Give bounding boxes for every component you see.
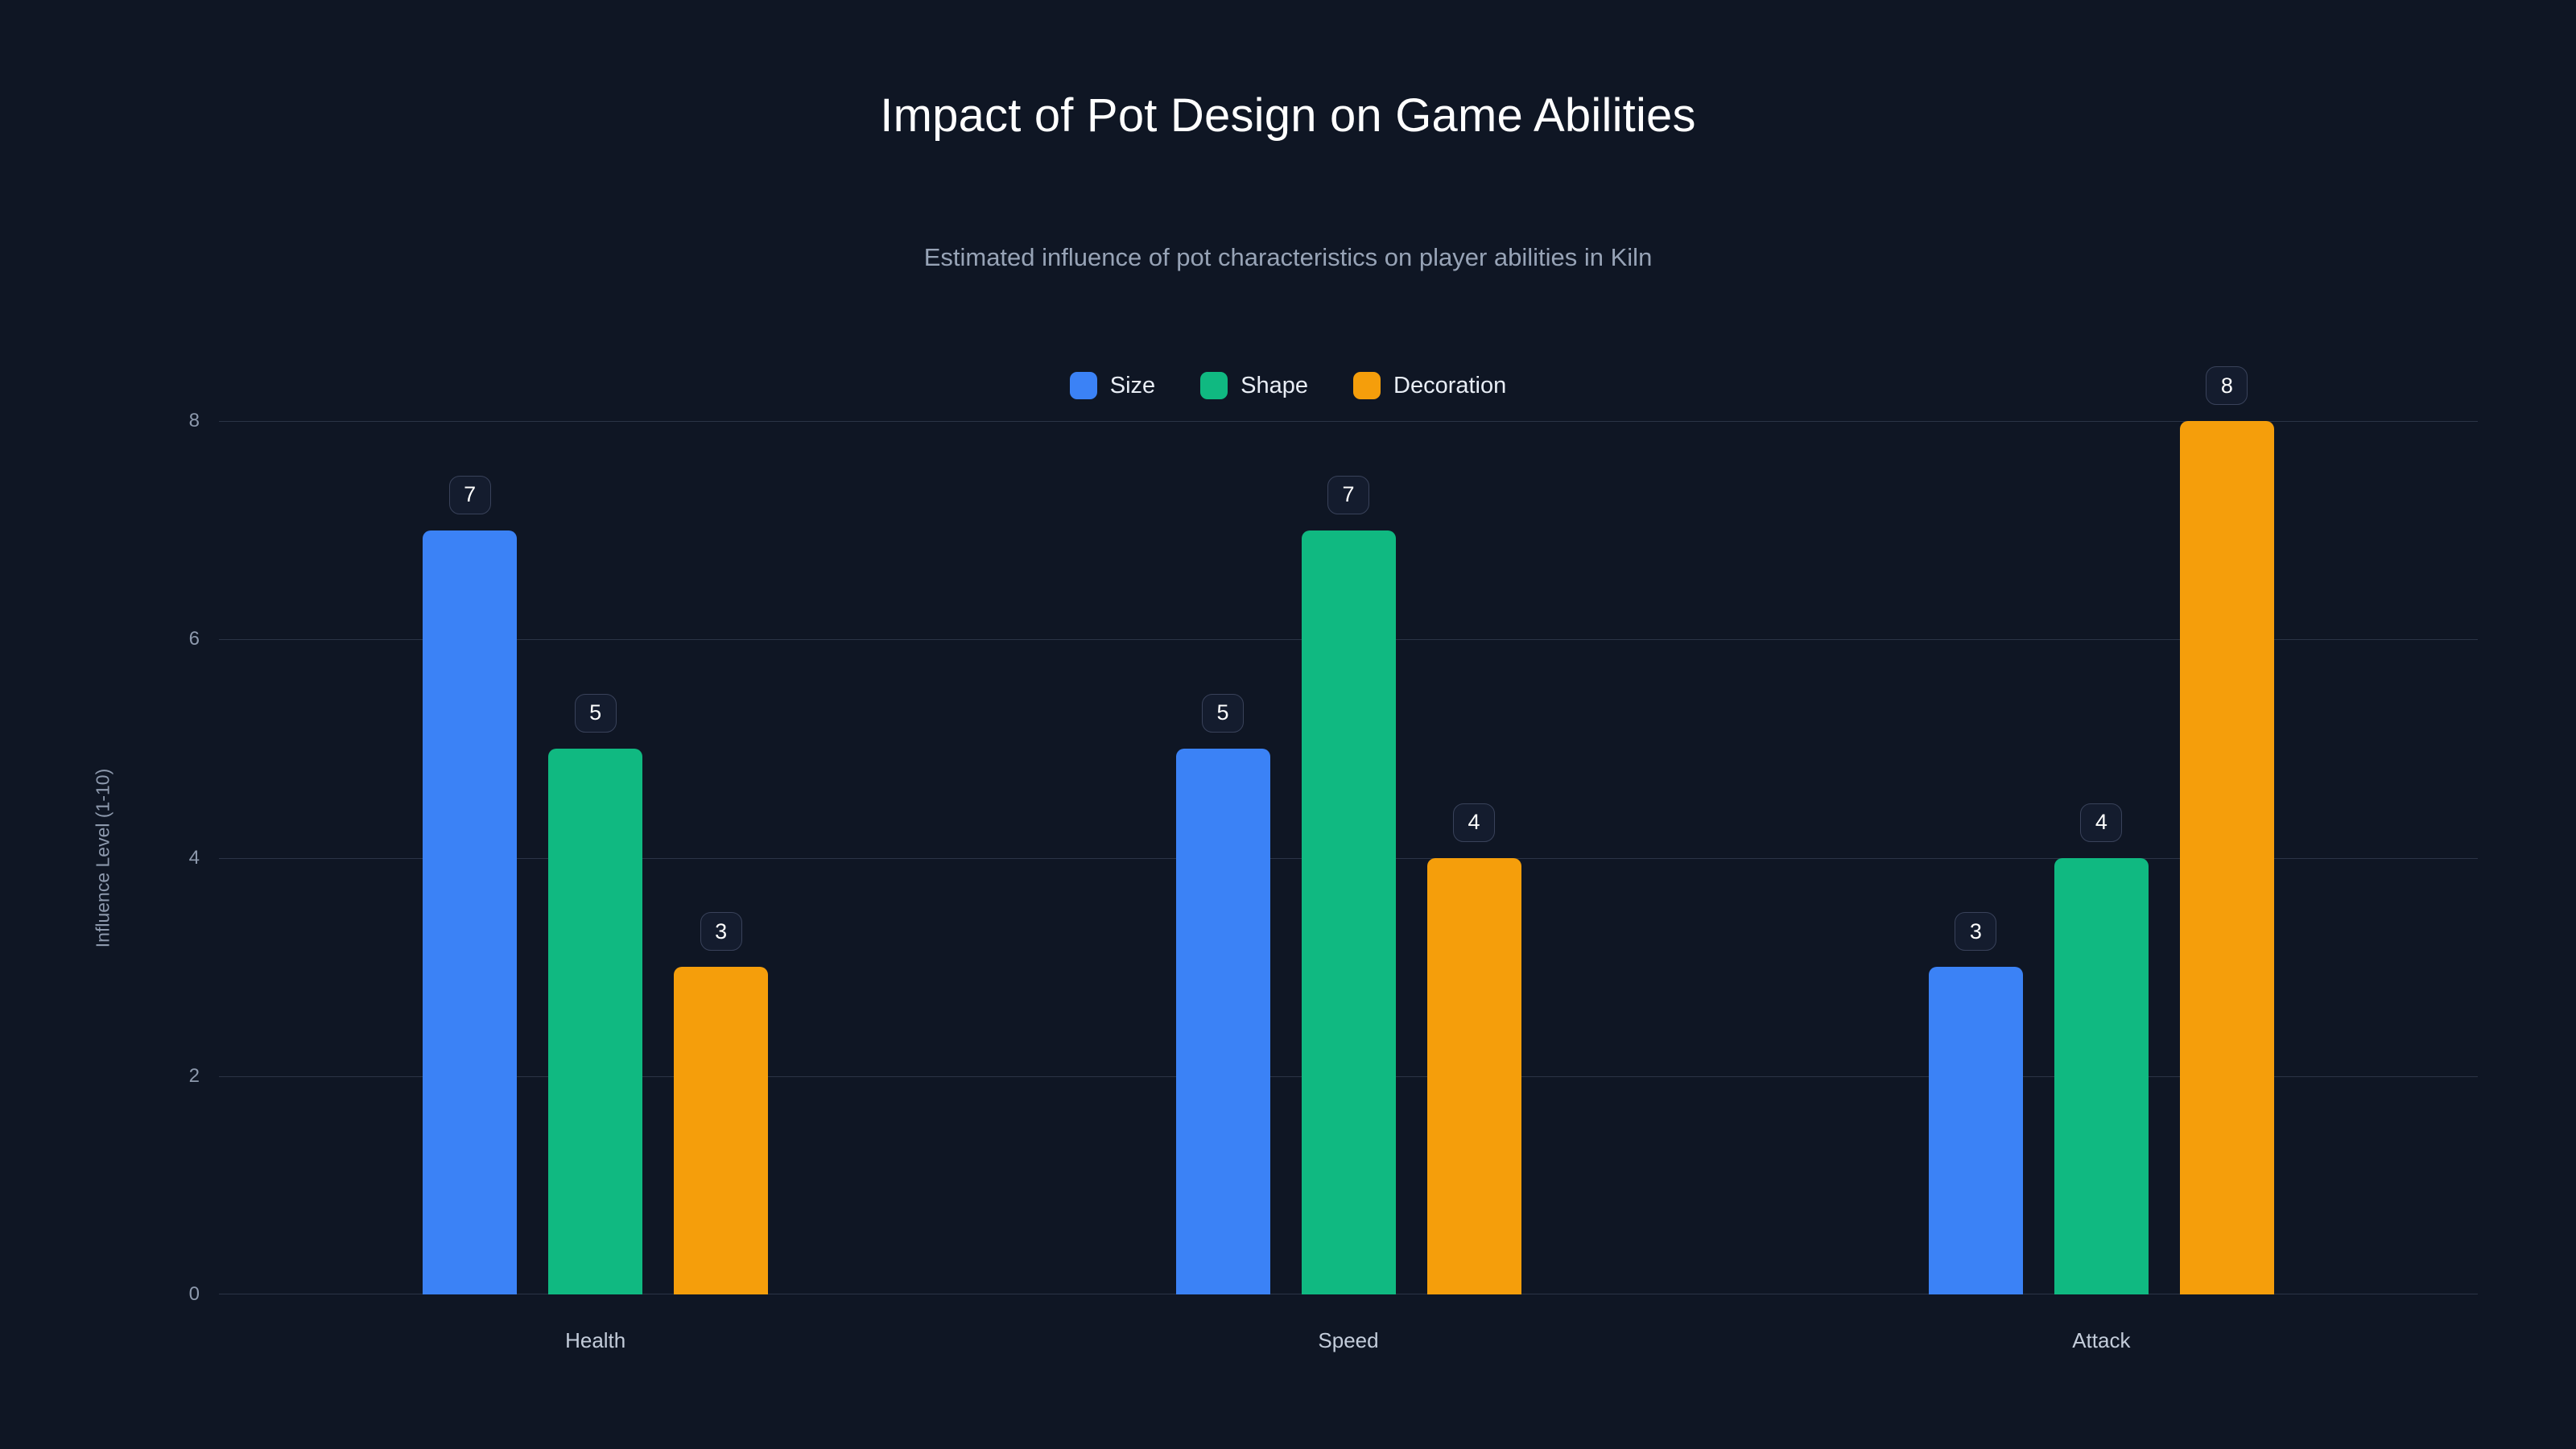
legend-swatch-icon	[1353, 372, 1381, 399]
chart-legend: Size Shape Decoration	[0, 372, 2576, 399]
bar-speed-decoration[interactable]	[1426, 857, 1521, 1294]
legend-swatch-icon	[1200, 372, 1228, 399]
bar-attack-size[interactable]	[1928, 967, 2023, 1294]
x-tick-label-attack: Attack	[2072, 1328, 2131, 1352]
bar-health-decoration[interactable]	[674, 967, 769, 1294]
plot-area	[219, 421, 2478, 1294]
bar-value-badge: 4	[1453, 803, 1495, 842]
legend-label: Size	[1109, 372, 1156, 398]
bar-speed-size[interactable]	[1175, 748, 1270, 1294]
bar-value-badge: 7	[448, 475, 491, 514]
bar-value-badge: 4	[2080, 803, 2123, 842]
bar-value-badge: 3	[1955, 912, 1997, 952]
chart-subtitle: Estimated influence of pot characteristi…	[923, 243, 1653, 271]
bar-value-badge: 8	[2206, 366, 2248, 405]
legend-swatch-icon	[1069, 372, 1097, 399]
y-tick-label: 4	[188, 846, 200, 869]
bar-value-badge: 5	[1202, 693, 1244, 733]
bar-value-badge: 7	[1327, 475, 1369, 514]
x-tick-label-speed: Speed	[1318, 1328, 1379, 1352]
bar-value-badge: 5	[574, 693, 617, 733]
y-tick-label: 0	[188, 1283, 200, 1305]
legend-label: Decoration	[1393, 372, 1507, 398]
y-tick-label: 6	[188, 628, 200, 650]
bar-value-badge: 3	[700, 912, 742, 952]
bar-attack-decoration[interactable]	[2179, 421, 2274, 1294]
legend-item-decoration[interactable]: Decoration	[1353, 372, 1506, 399]
bar-health-size[interactable]	[423, 530, 518, 1294]
y-axis-title: Influence Level (1-10)	[92, 768, 114, 948]
bar-health-shape[interactable]	[548, 748, 643, 1294]
gridline	[219, 421, 2478, 422]
bar-speed-shape[interactable]	[1301, 530, 1396, 1294]
bar-attack-shape[interactable]	[2054, 857, 2149, 1294]
legend-label: Shape	[1241, 372, 1309, 398]
legend-item-size[interactable]: Size	[1069, 372, 1156, 399]
y-tick-label: 2	[188, 1064, 200, 1087]
legend-item-shape[interactable]: Shape	[1200, 372, 1308, 399]
page-title: Impact of Pot Design on Game Abilities	[880, 89, 1696, 142]
y-tick-label: 8	[188, 410, 200, 431]
x-tick-label-health: Health	[565, 1328, 626, 1352]
